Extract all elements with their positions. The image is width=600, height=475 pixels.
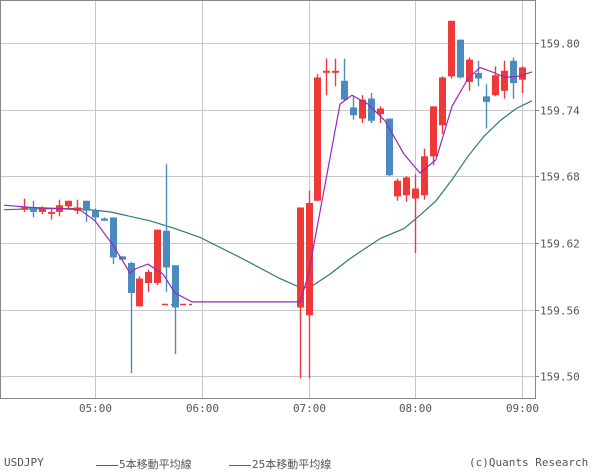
x-tick-label: 06:00	[186, 402, 219, 415]
candle-down	[341, 80, 348, 100]
candle-up	[145, 271, 152, 283]
y-tick-label: 159.62	[540, 238, 580, 251]
ma25-line	[3, 100, 533, 288]
legend-ma25-label: 25本移動平均線	[252, 458, 332, 471]
candle-up	[359, 99, 366, 119]
candle-up	[323, 70, 330, 73]
candle-down	[128, 262, 135, 293]
candle-up	[421, 156, 428, 196]
candle-up	[332, 70, 339, 73]
candle-down	[483, 96, 490, 102]
candle-up	[377, 108, 384, 115]
candle-down	[368, 98, 375, 121]
candle-down	[30, 207, 37, 212]
candle-up	[39, 208, 46, 212]
candle-up	[136, 278, 143, 307]
ma5-swatch-icon	[96, 464, 118, 466]
candle-down	[457, 39, 464, 78]
x-tick-label: 05:00	[79, 402, 112, 415]
y-tick-label: 159.68	[540, 171, 580, 184]
candle-up	[154, 229, 161, 283]
candle-down	[92, 210, 99, 218]
candlestick-chart: 159.80 159.74 159.68 159.62 159.56 159.50 05:0…	[0, 0, 580, 415]
candle-up	[466, 59, 473, 82]
candle-up	[492, 75, 499, 96]
candle-up	[439, 77, 446, 126]
candle-up	[448, 20, 455, 77]
candle-down	[101, 218, 108, 221]
candle-up	[21, 207, 28, 210]
candle-up	[519, 67, 526, 80]
ma25-swatch-icon	[229, 464, 251, 466]
candle-down	[83, 200, 90, 211]
candle-down	[350, 107, 357, 116]
ma5-line	[3, 66, 533, 303]
x-tick-label: 08:00	[399, 402, 432, 415]
candle-up	[501, 70, 508, 91]
candle-up	[394, 180, 401, 197]
candle-down	[119, 256, 126, 260]
candle-up	[306, 202, 313, 316]
y-tick-label: 159.80	[540, 38, 580, 51]
candle-down	[110, 217, 117, 258]
x-tick-label: 07:00	[293, 402, 326, 415]
candle-down	[475, 72, 482, 79]
y-tick-label: 159.56	[540, 305, 580, 318]
candle-up	[314, 77, 321, 201]
candle-up	[412, 188, 419, 199]
candle-up	[65, 200, 72, 207]
candle-up	[403, 177, 410, 196]
legend-ma5-label: 5本移動平均線	[119, 458, 192, 471]
x-tick-label: 09:00	[506, 402, 539, 415]
legend-ma25: 25本移動平均線	[229, 456, 331, 472]
y-tick-label: 159.50	[540, 371, 580, 384]
candle-down	[386, 118, 393, 176]
candle-down	[163, 230, 170, 268]
candle-down	[510, 60, 517, 83]
copyright: (c)Quants Research	[469, 456, 589, 469]
plot-frame	[0, 0, 536, 399]
candle-up	[430, 106, 437, 157]
candle-up	[297, 207, 304, 308]
y-tick-label: 159.74	[540, 105, 580, 118]
candle-up	[48, 211, 55, 214]
symbol-label: USDJPY	[4, 456, 44, 469]
legend-ma5: 5本移動平均線	[96, 456, 192, 472]
candle-down	[172, 265, 179, 308]
